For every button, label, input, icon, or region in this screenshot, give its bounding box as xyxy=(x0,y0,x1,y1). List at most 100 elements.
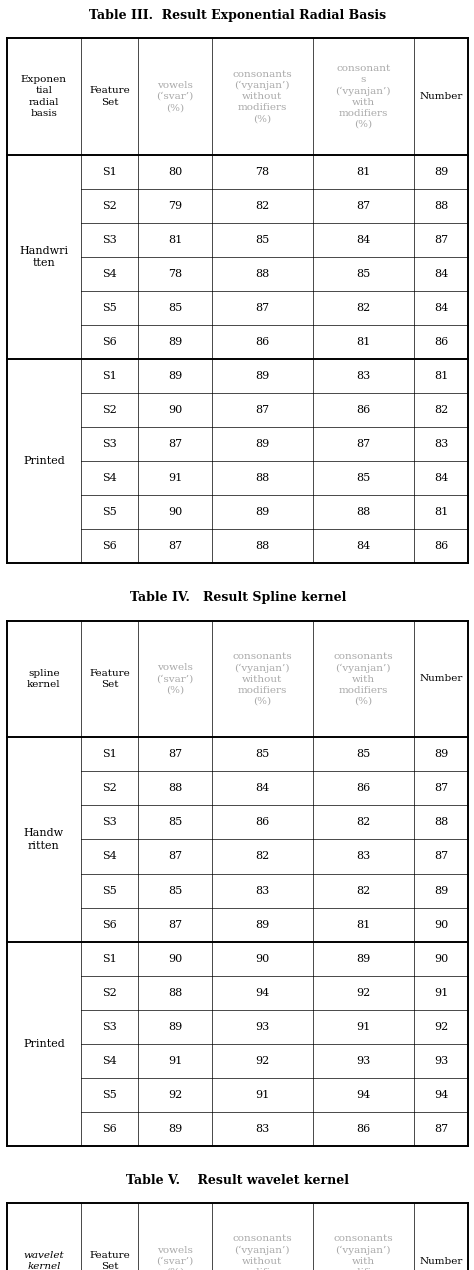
Text: vowels
(‘svar’)
(%): vowels (‘svar’) (%) xyxy=(156,1246,193,1270)
Text: S2: S2 xyxy=(102,784,117,794)
Text: 85: 85 xyxy=(168,818,182,828)
Text: 87: 87 xyxy=(434,851,448,861)
Text: 81: 81 xyxy=(356,166,370,177)
Text: 80: 80 xyxy=(168,166,182,177)
Text: 87: 87 xyxy=(168,919,182,930)
Text: 87: 87 xyxy=(434,235,448,245)
Text: 83: 83 xyxy=(356,371,370,381)
Text: 81: 81 xyxy=(356,337,370,347)
Text: 85: 85 xyxy=(168,885,182,895)
Text: Printed: Printed xyxy=(23,456,65,466)
Text: 94: 94 xyxy=(356,1090,370,1100)
Text: 89: 89 xyxy=(434,885,448,895)
Text: 91: 91 xyxy=(434,988,448,998)
Text: consonant
s
(‘vyanjan’)
with
modifiers
(%): consonant s (‘vyanjan’) with modifiers (… xyxy=(336,64,391,130)
Text: Exponen
tial
radial
basis: Exponen tial radial basis xyxy=(21,75,67,118)
Text: S2: S2 xyxy=(102,405,117,415)
Text: 86: 86 xyxy=(434,337,448,347)
Text: S6: S6 xyxy=(102,541,117,551)
Text: 85: 85 xyxy=(356,474,370,484)
Text: 89: 89 xyxy=(356,954,370,964)
Text: Table IV.   Result Spline kernel: Table IV. Result Spline kernel xyxy=(129,592,346,605)
Text: 84: 84 xyxy=(434,474,448,484)
Text: S1: S1 xyxy=(102,166,117,177)
Text: 87: 87 xyxy=(168,749,182,759)
Text: 82: 82 xyxy=(356,885,370,895)
Text: 83: 83 xyxy=(356,851,370,861)
Text: 87: 87 xyxy=(168,541,182,551)
Text: 89: 89 xyxy=(255,507,269,517)
Text: S3: S3 xyxy=(102,1021,117,1031)
Text: 91: 91 xyxy=(168,474,182,484)
Text: 81: 81 xyxy=(434,507,448,517)
Text: S2: S2 xyxy=(102,988,117,998)
Text: 88: 88 xyxy=(434,201,448,211)
Text: 87: 87 xyxy=(356,201,370,211)
Text: 82: 82 xyxy=(356,818,370,828)
Text: 84: 84 xyxy=(434,269,448,279)
Text: S3: S3 xyxy=(102,235,117,245)
Text: wavelet
kernel: wavelet kernel xyxy=(24,1251,64,1270)
Text: 84: 84 xyxy=(356,235,370,245)
Text: 92: 92 xyxy=(255,1055,269,1066)
Text: 88: 88 xyxy=(356,507,370,517)
Text: 89: 89 xyxy=(434,166,448,177)
Text: 85: 85 xyxy=(356,269,370,279)
Text: 87: 87 xyxy=(434,784,448,794)
Text: 85: 85 xyxy=(255,749,269,759)
Text: 88: 88 xyxy=(168,784,182,794)
Text: 93: 93 xyxy=(434,1055,448,1066)
Text: S5: S5 xyxy=(102,1090,117,1100)
Text: 86: 86 xyxy=(356,784,370,794)
Text: 90: 90 xyxy=(168,954,182,964)
Text: Feature
Set: Feature Set xyxy=(89,669,130,690)
Text: 81: 81 xyxy=(434,371,448,381)
Text: vowels
(‘svar’)
(%): vowels (‘svar’) (%) xyxy=(156,81,193,112)
Text: 84: 84 xyxy=(255,784,269,794)
Text: 88: 88 xyxy=(255,269,269,279)
Text: 89: 89 xyxy=(255,371,269,381)
Text: S5: S5 xyxy=(102,885,117,895)
Text: 91: 91 xyxy=(356,1021,370,1031)
Text: 93: 93 xyxy=(356,1055,370,1066)
Text: consonants
(‘vyanjan’)
without
modifiers
(%): consonants (‘vyanjan’) without modifiers… xyxy=(232,652,292,706)
Text: Table III.  Result Exponential Radial Basis: Table III. Result Exponential Radial Bas… xyxy=(89,9,386,22)
Text: S3: S3 xyxy=(102,439,117,450)
Text: 82: 82 xyxy=(434,405,448,415)
Text: 90: 90 xyxy=(168,405,182,415)
Text: 92: 92 xyxy=(434,1021,448,1031)
Text: S5: S5 xyxy=(102,507,117,517)
Text: 83: 83 xyxy=(255,885,269,895)
Text: 83: 83 xyxy=(434,439,448,450)
Text: 89: 89 xyxy=(168,337,182,347)
Text: 94: 94 xyxy=(434,1090,448,1100)
Text: S4: S4 xyxy=(102,1055,117,1066)
Text: S5: S5 xyxy=(102,304,117,314)
Text: 89: 89 xyxy=(255,439,269,450)
Text: 89: 89 xyxy=(434,749,448,759)
Text: Feature
Set: Feature Set xyxy=(89,86,130,107)
Text: consonants
(‘vyanjan’)
without
modifiers
(%): consonants (‘vyanjan’) without modifiers… xyxy=(232,1234,292,1270)
Text: Table V.    Result wavelet kernel: Table V. Result wavelet kernel xyxy=(126,1173,349,1186)
Text: Number: Number xyxy=(419,674,463,683)
Text: 86: 86 xyxy=(255,818,269,828)
Text: 88: 88 xyxy=(434,818,448,828)
Text: 79: 79 xyxy=(168,201,182,211)
Text: 84: 84 xyxy=(356,541,370,551)
Text: consonants
(‘vyanjan’)
with
modifiers
(%): consonants (‘vyanjan’) with modifiers (%… xyxy=(333,1234,393,1270)
Text: 88: 88 xyxy=(168,988,182,998)
Text: 87: 87 xyxy=(168,851,182,861)
Text: 90: 90 xyxy=(168,507,182,517)
Text: 87: 87 xyxy=(255,405,269,415)
Text: 85: 85 xyxy=(356,749,370,759)
Text: 92: 92 xyxy=(356,988,370,998)
Text: Number: Number xyxy=(419,1257,463,1266)
Text: 82: 82 xyxy=(255,851,269,861)
Text: 87: 87 xyxy=(168,439,182,450)
Text: Feature
Set: Feature Set xyxy=(89,1251,130,1270)
Text: S4: S4 xyxy=(102,474,117,484)
Text: 86: 86 xyxy=(356,1124,370,1134)
Text: S6: S6 xyxy=(102,1124,117,1134)
Text: 93: 93 xyxy=(255,1021,269,1031)
Text: S3: S3 xyxy=(102,818,117,828)
